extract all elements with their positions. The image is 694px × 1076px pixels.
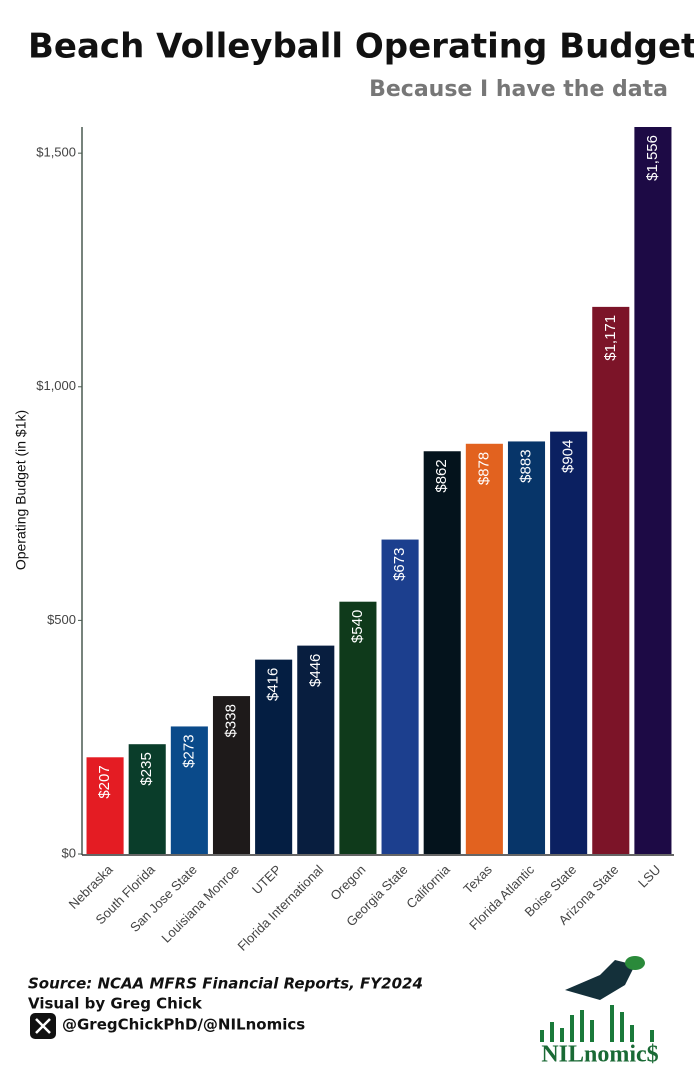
bar [297, 645, 335, 854]
bar [634, 127, 672, 854]
value-label: $446 [307, 654, 324, 687]
bar [255, 659, 293, 854]
bar [381, 539, 419, 854]
value-label: $416 [265, 668, 282, 701]
value-label: $862 [433, 459, 450, 492]
bar [212, 696, 251, 854]
value-label: $540 [349, 610, 366, 643]
value-label: $338 [222, 704, 239, 737]
x-tick-label: Texas [460, 862, 495, 897]
logo-graphic [540, 956, 654, 1042]
handle: @GregChickPhD/@NILnomics [62, 1016, 305, 1034]
credit: Visual by Greg Chick [28, 995, 203, 1013]
x-tick-label: UTEP [249, 862, 284, 897]
x-icon-mark [35, 1018, 51, 1034]
value-label: $207 [96, 765, 113, 798]
x-tick-label: Oregon [327, 862, 368, 903]
y-tick-label: $500 [47, 612, 76, 627]
value-label: $273 [180, 734, 197, 767]
value-label: $878 [475, 452, 492, 485]
y-tick-label: $1,000 [36, 378, 76, 393]
value-label: $235 [138, 752, 155, 785]
bar [507, 441, 546, 854]
x-tick-label: LSU [635, 862, 663, 890]
y-tick-label: $1,500 [36, 145, 76, 160]
bar [592, 306, 630, 854]
value-label: $1,556 [644, 135, 661, 181]
bar [86, 757, 124, 854]
chart-subtitle: Because I have the data [369, 77, 668, 102]
value-label: $883 [517, 449, 534, 482]
x-tick-label: Louisiana Monroe [158, 862, 242, 946]
bar [550, 431, 588, 854]
y-axis-label: Operating Budget (in $1k) [13, 410, 29, 570]
value-label: $673 [391, 548, 408, 581]
source: Source: NCAA MFRS Financial Reports, FY2… [28, 975, 423, 993]
value-label: $904 [560, 440, 577, 473]
bar [170, 726, 208, 854]
logo-text: NILnomic$ [541, 1042, 658, 1068]
bar [339, 601, 377, 854]
value-label: $1,171 [602, 315, 619, 361]
x-tick-label: California [403, 861, 453, 911]
y-tick-label: $0 [62, 845, 76, 860]
bar [423, 451, 461, 854]
chart-title: Beach Volleyball Operating Budgets [28, 27, 694, 67]
bar [128, 744, 166, 854]
bar [465, 443, 503, 854]
